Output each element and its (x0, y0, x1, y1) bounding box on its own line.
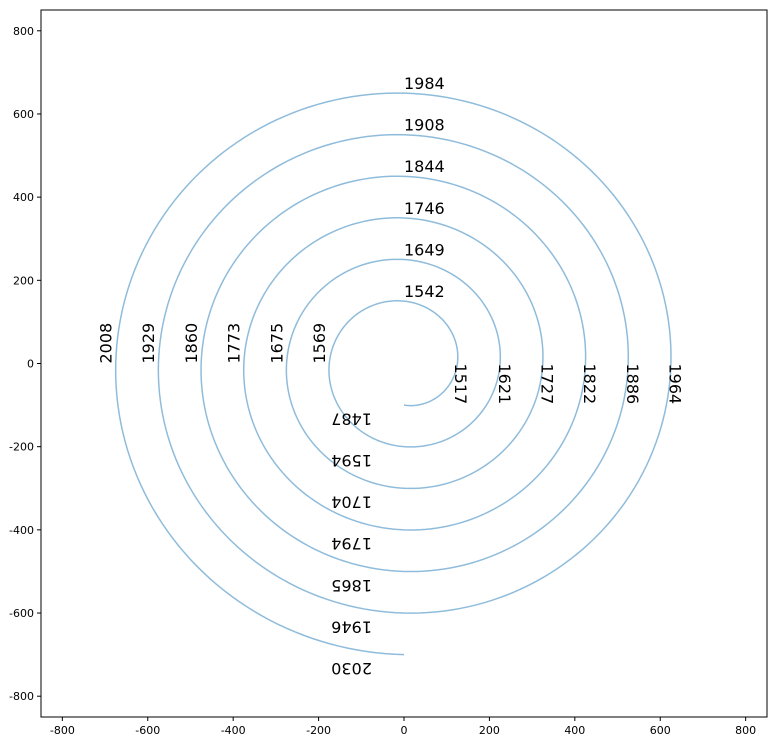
year-label: 1984 (404, 74, 445, 93)
x-tick-label: 200 (479, 724, 500, 737)
year-label: 1865 (331, 576, 372, 595)
year-label: 1569 (310, 323, 329, 364)
year-label: 1822 (580, 364, 599, 405)
year-label: 1594 (331, 451, 372, 470)
year-label: 1746 (404, 199, 445, 218)
y-axis: -800 -600 -400 -200 0 200 400 600 800 (9, 25, 41, 703)
year-label: 1727 (538, 364, 557, 405)
year-label: 1517 (451, 364, 470, 405)
x-tick-label: -800 (50, 724, 75, 737)
y-tick-label: 400 (13, 191, 34, 204)
spiral-line (114, 92, 672, 656)
year-label: 1860 (182, 323, 201, 364)
year-label: 1621 (495, 364, 514, 405)
y-tick-label: 0 (27, 358, 34, 371)
y-tick-label: -200 (9, 441, 34, 454)
year-label: 1908 (404, 116, 445, 135)
y-tick-label: 200 (13, 274, 34, 287)
y-tick-label: -400 (9, 524, 34, 537)
x-tick-label: 0 (401, 724, 408, 737)
x-tick-label: 600 (650, 724, 671, 737)
year-label: 1675 (267, 323, 286, 364)
year-label: 2030 (331, 659, 372, 678)
year-label: 1542 (404, 282, 445, 301)
y-tick-label: -600 (9, 607, 34, 620)
year-labels: 1487 1517 1542 1569 1594 1621 1649 1675 1704 1727… (96, 74, 684, 678)
year-label: 1487 (331, 409, 372, 428)
y-tick-label: 800 (13, 25, 34, 38)
year-label: 1946 (331, 617, 372, 636)
spiral-layer (114, 92, 672, 656)
x-tick-label: -400 (221, 724, 246, 737)
year-label: 1649 (404, 240, 445, 259)
x-tick-label: 800 (735, 724, 756, 737)
year-label: 1773 (225, 323, 244, 364)
year-label: 1844 (404, 157, 445, 176)
year-label: 1929 (139, 323, 158, 364)
year-label: 1886 (623, 364, 642, 405)
x-tick-label: 400 (564, 724, 585, 737)
year-label: 1794 (331, 534, 372, 553)
year-label: 1704 (331, 493, 372, 512)
y-tick-label: 600 (13, 108, 34, 121)
x-tick-label: -600 (135, 724, 160, 737)
x-tick-label: -200 (306, 724, 331, 737)
x-axis: -800 -600 -400 -200 0 200 400 600 800 (50, 717, 756, 737)
y-tick-label: -800 (9, 690, 34, 703)
year-label: 1964 (666, 364, 685, 405)
year-label: 2008 (96, 323, 115, 364)
